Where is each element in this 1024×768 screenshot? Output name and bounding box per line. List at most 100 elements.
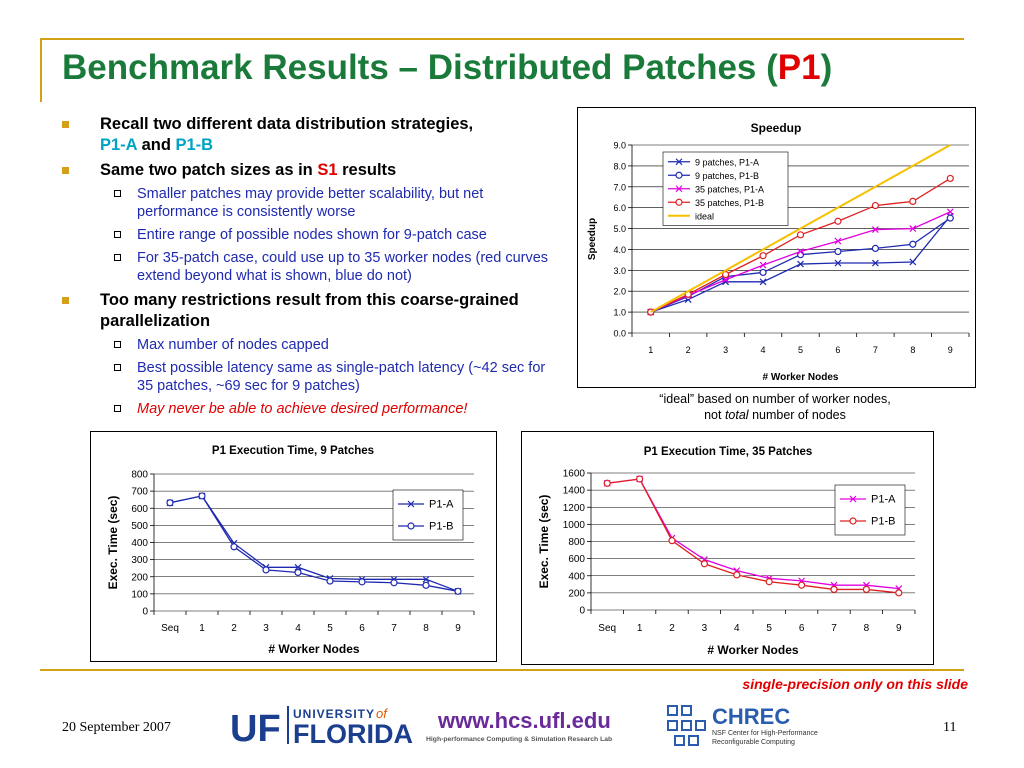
- svg-text:www.hcs.ufl.edu: www.hcs.ufl.edu: [437, 708, 611, 733]
- y-tick-label: 5.0: [613, 224, 626, 234]
- y-tick-label: 0.0: [613, 329, 626, 339]
- x-tick-label: 5: [766, 623, 772, 634]
- y-tick-label: 400: [131, 538, 148, 549]
- legend-marker-p1-a: [849, 495, 857, 503]
- speedup-caption: “ideal” based on number of worker nodes,…: [659, 392, 891, 422]
- data-point-9-patches-p1-a: [759, 278, 767, 286]
- circuit-icon: [667, 705, 706, 746]
- data-point-35-patches-p1-b: [759, 252, 767, 260]
- data-point-p1-b: [733, 571, 741, 579]
- chrec-logo: CHREC NSF Center for High-Performance Re…: [667, 704, 818, 746]
- data-point-p1-b: [454, 587, 462, 595]
- x-tick-label: 6: [359, 623, 365, 634]
- y-tick-label: 600: [131, 504, 148, 515]
- speedup-chart-box: Speedup 0.0 1.0 2.0 3.0 4.0 5.0 6.0 7.0 8.0 9.0 1 2 3…: [577, 107, 976, 388]
- y-tick-label: 300: [131, 555, 148, 566]
- legend-label: ideal: [695, 211, 714, 221]
- data-point-9-patches-p1-a: [722, 278, 730, 286]
- data-point-35-patches-p1-a: [834, 237, 842, 245]
- data-point-9-patches-p1-a: [871, 259, 879, 267]
- legend-marker-35-patches-p1-b: [675, 198, 683, 206]
- x-tick-label: 3: [263, 623, 269, 634]
- hollow-square-icon: [114, 341, 121, 348]
- y-tick-label: 1400: [563, 486, 586, 497]
- data-point-35-patches-p1-b: [946, 174, 954, 183]
- footer-logos: UF UNIVERSITY of FLORIDA www.hcs.ufl.edu…: [230, 704, 818, 750]
- bullet-square-icon: [62, 167, 69, 174]
- sub-bullet: Best possible latency same as single-pat…: [62, 359, 552, 395]
- data-point-p1-b: [422, 581, 430, 589]
- x-tick-label: 5: [327, 623, 333, 634]
- data-point-p1-b: [326, 577, 334, 585]
- exec-time-35-chart: P1 Execution Time, 35 Patches 0 200 400 600 8…: [537, 446, 916, 657]
- y-tick-label: 3.0: [613, 266, 626, 276]
- x-tick-label: 8: [910, 345, 915, 355]
- bullet-strategies: Recall two different data distribution s…: [62, 114, 552, 156]
- legend-box: [834, 484, 906, 536]
- legend-label: 9 patches, P1-B: [695, 171, 759, 181]
- y-axis-label: Speedup: [587, 218, 598, 260]
- chart-title: P1 Execution Time, 35 Patches: [644, 446, 813, 458]
- sub-bullet-warning: May never be able to achieve desired per…: [62, 400, 552, 418]
- data-point-35-patches-p1-a: [946, 208, 954, 216]
- data-point-9-patches-p1-b: [946, 214, 954, 222]
- series-line-p1-b: [607, 478, 899, 594]
- x-tick-label: 3: [723, 345, 728, 355]
- data-point-9-patches-p1-b: [909, 240, 917, 248]
- data-point-p1-b: [294, 568, 302, 577]
- svg-text:UF: UF: [230, 708, 281, 750]
- data-point-35-patches-p1-a: [909, 225, 917, 232]
- x-tick-label: 1: [199, 623, 205, 634]
- data-point-35-patches-p1-a: [797, 248, 804, 255]
- svg-text:FLORIDA: FLORIDA: [293, 719, 413, 749]
- data-point-35-patches-p1-a: [871, 226, 879, 234]
- x-tick-label: 9: [455, 623, 461, 634]
- x-tick-label: 9: [948, 345, 953, 355]
- data-point-35-patches-p1-b: [796, 231, 805, 239]
- data-point-p1-b: [603, 479, 611, 487]
- bullet-square-icon: [62, 121, 69, 128]
- legend-marker-p1-a: [407, 500, 415, 508]
- hollow-square-icon: [114, 405, 121, 412]
- data-point-p1-b: [895, 589, 903, 597]
- series-line-p1-b: [169, 495, 459, 592]
- x-tick-label: 1: [648, 345, 653, 355]
- data-point-35-patches-p1-b: [871, 201, 879, 210]
- data-point-9-patches-p1-b: [871, 244, 879, 252]
- x-tick-label: 2: [686, 345, 691, 355]
- exec-time-9-chart: P1 Execution Time, 9 Patches 0 100 200 300 40…: [106, 445, 475, 656]
- legend-marker-9-patches-p1-a: [675, 158, 683, 166]
- y-tick-label: 4.0: [613, 245, 626, 255]
- data-point-p1-b: [358, 578, 366, 586]
- y-tick-label: 800: [131, 470, 148, 481]
- hollow-square-icon: [114, 190, 121, 197]
- legend-label: P1-B: [429, 521, 453, 533]
- svg-text:Reconfigurable Computing: Reconfigurable Computing: [712, 739, 795, 746]
- y-tick-label: 800: [568, 537, 585, 548]
- x-axis-label: # Worker Nodes: [268, 642, 359, 656]
- legend-label: 35 patches, P1-A: [695, 184, 764, 194]
- chart-title: P1 Execution Time, 9 Patches: [212, 445, 374, 457]
- x-tick-label: 7: [831, 623, 837, 634]
- bullet-patch-sizes: Same two patch sizes as in S1 results: [62, 160, 552, 181]
- sub-bullet: For 35-patch case, could use up to 35 wo…: [62, 249, 552, 285]
- x-axis-label: # Worker Nodes: [707, 643, 798, 657]
- precision-note: single-precision only on this slide: [742, 676, 968, 692]
- y-tick-label: 600: [568, 554, 585, 565]
- svg-text:High-performance Computing & S: High-performance Computing & Simulation …: [426, 736, 612, 743]
- speedup-chart: Speedup 0.0 1.0 2.0 3.0 4.0 5.0 6.0 7.0 8.0 9.0 1 2 3…: [587, 121, 970, 383]
- x-tick-label: 4: [295, 623, 301, 634]
- y-tick-label: 1600: [563, 469, 586, 480]
- y-tick-label: 1000: [563, 520, 586, 531]
- y-tick-label: 200: [131, 572, 148, 583]
- y-tick-label: 400: [568, 571, 585, 582]
- x-tick-label: 6: [799, 623, 805, 634]
- x-tick-label: 9: [896, 623, 902, 634]
- title-highlight: P1: [777, 48, 821, 87]
- series-line-ideal: [650, 144, 951, 313]
- data-point-35-patches-p1-b: [909, 197, 917, 206]
- y-tick-label: 9.0: [613, 141, 626, 151]
- x-tick-label: 6: [835, 345, 840, 355]
- data-point-p1-b: [635, 475, 644, 483]
- data-point-9-patches-p1-a: [797, 260, 804, 268]
